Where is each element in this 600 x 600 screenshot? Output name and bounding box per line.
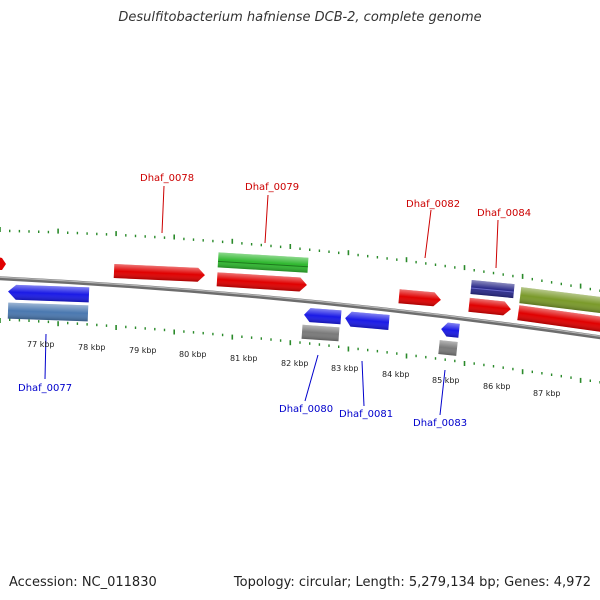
gene-label-0080[interactable]: Dhaf_0080 (279, 404, 333, 415)
reverse-features (7, 284, 460, 356)
kbp-label: 87 kbp (533, 389, 561, 398)
kbp-label: 83 kbp (331, 364, 359, 373)
kbp-label: 78 kbp (78, 343, 106, 352)
gene-label-0082[interactable]: Dhaf_0082 (406, 199, 460, 210)
leader-line-0084 (495, 219, 499, 269)
feature-steelblue-0077[interactable] (7, 302, 89, 322)
kbp-label: 84 kbp (382, 370, 410, 379)
kbp-label: 80 kbp (179, 350, 207, 359)
leader-line-0080 (304, 354, 319, 402)
genome-backbone (0, 276, 600, 340)
upper-tick-track (0, 227, 600, 292)
feature-olive-right[interactable] (519, 287, 600, 315)
gene-label-0081[interactable]: Dhaf_0081 (339, 409, 393, 420)
feature-red-0082[interactable] (398, 289, 441, 307)
feature-red-left-edge[interactable] (0, 257, 6, 270)
feature-blue-0081[interactable] (344, 311, 390, 330)
feature-blue-0083[interactable] (440, 322, 460, 338)
leader-line-0079 (264, 194, 269, 244)
feature-blue-0080[interactable] (304, 308, 342, 325)
genome-backbone-highlight (0, 276, 600, 337)
accession-text: Accession: NC_011830 (9, 575, 157, 590)
feature-gray-0080[interactable] (301, 324, 340, 342)
feature-blue-0077[interactable] (8, 284, 90, 303)
feature-gray-0083[interactable] (438, 340, 458, 356)
genome-summary-text: Topology: circular; Length: 5,279,134 bp… (233, 575, 591, 590)
leader-line-0077 (44, 333, 47, 380)
feature-red-0079[interactable] (216, 272, 308, 292)
leader-line-0082 (424, 209, 432, 259)
gene-label-0083[interactable]: Dhaf_0083 (413, 418, 467, 429)
kbp-label: 77 kbp (27, 340, 55, 349)
gene-label-0078[interactable]: Dhaf_0078 (140, 173, 194, 184)
feature-red-0084[interactable] (468, 297, 511, 316)
kbp-label: 86 kbp (483, 382, 511, 391)
kbp-label: 79 kbp (129, 346, 157, 355)
forward-features (0, 252, 600, 333)
gene-label-0084[interactable]: Dhaf_0084 (477, 208, 531, 219)
feature-navy-0084[interactable] (470, 280, 515, 299)
feature-green-0079[interactable] (217, 252, 309, 273)
lower-tick-track (0, 318, 600, 384)
leader-lines-top (161, 185, 499, 269)
leader-line-0083 (439, 369, 446, 416)
feature-red-right[interactable] (517, 305, 600, 333)
gene-label-0079[interactable]: Dhaf_0079 (245, 182, 299, 193)
leader-line-0081 (361, 360, 365, 407)
kbp-scale-labels: 77 kbp 78 kbp 79 kbp 80 kbp 81 kbp 82 kb… (27, 340, 561, 398)
kbp-label: 81 kbp (230, 354, 258, 363)
gene-labels-top: Dhaf_0078 Dhaf_0079 Dhaf_0082 Dhaf_0084 (140, 173, 531, 219)
gene-label-0077[interactable]: Dhaf_0077 (18, 383, 72, 394)
gene-labels-bottom: Dhaf_0077 Dhaf_0080 Dhaf_0081 Dhaf_0083 (18, 383, 467, 429)
kbp-label: 82 kbp (281, 359, 309, 368)
leader-lines-bottom (44, 333, 446, 416)
feature-red-0078[interactable] (113, 264, 206, 282)
kbp-label: 85 kbp (432, 376, 460, 385)
map-title: Desulfitobacterium hafniense DCB-2, comp… (118, 10, 482, 25)
leader-line-0078 (161, 185, 165, 234)
